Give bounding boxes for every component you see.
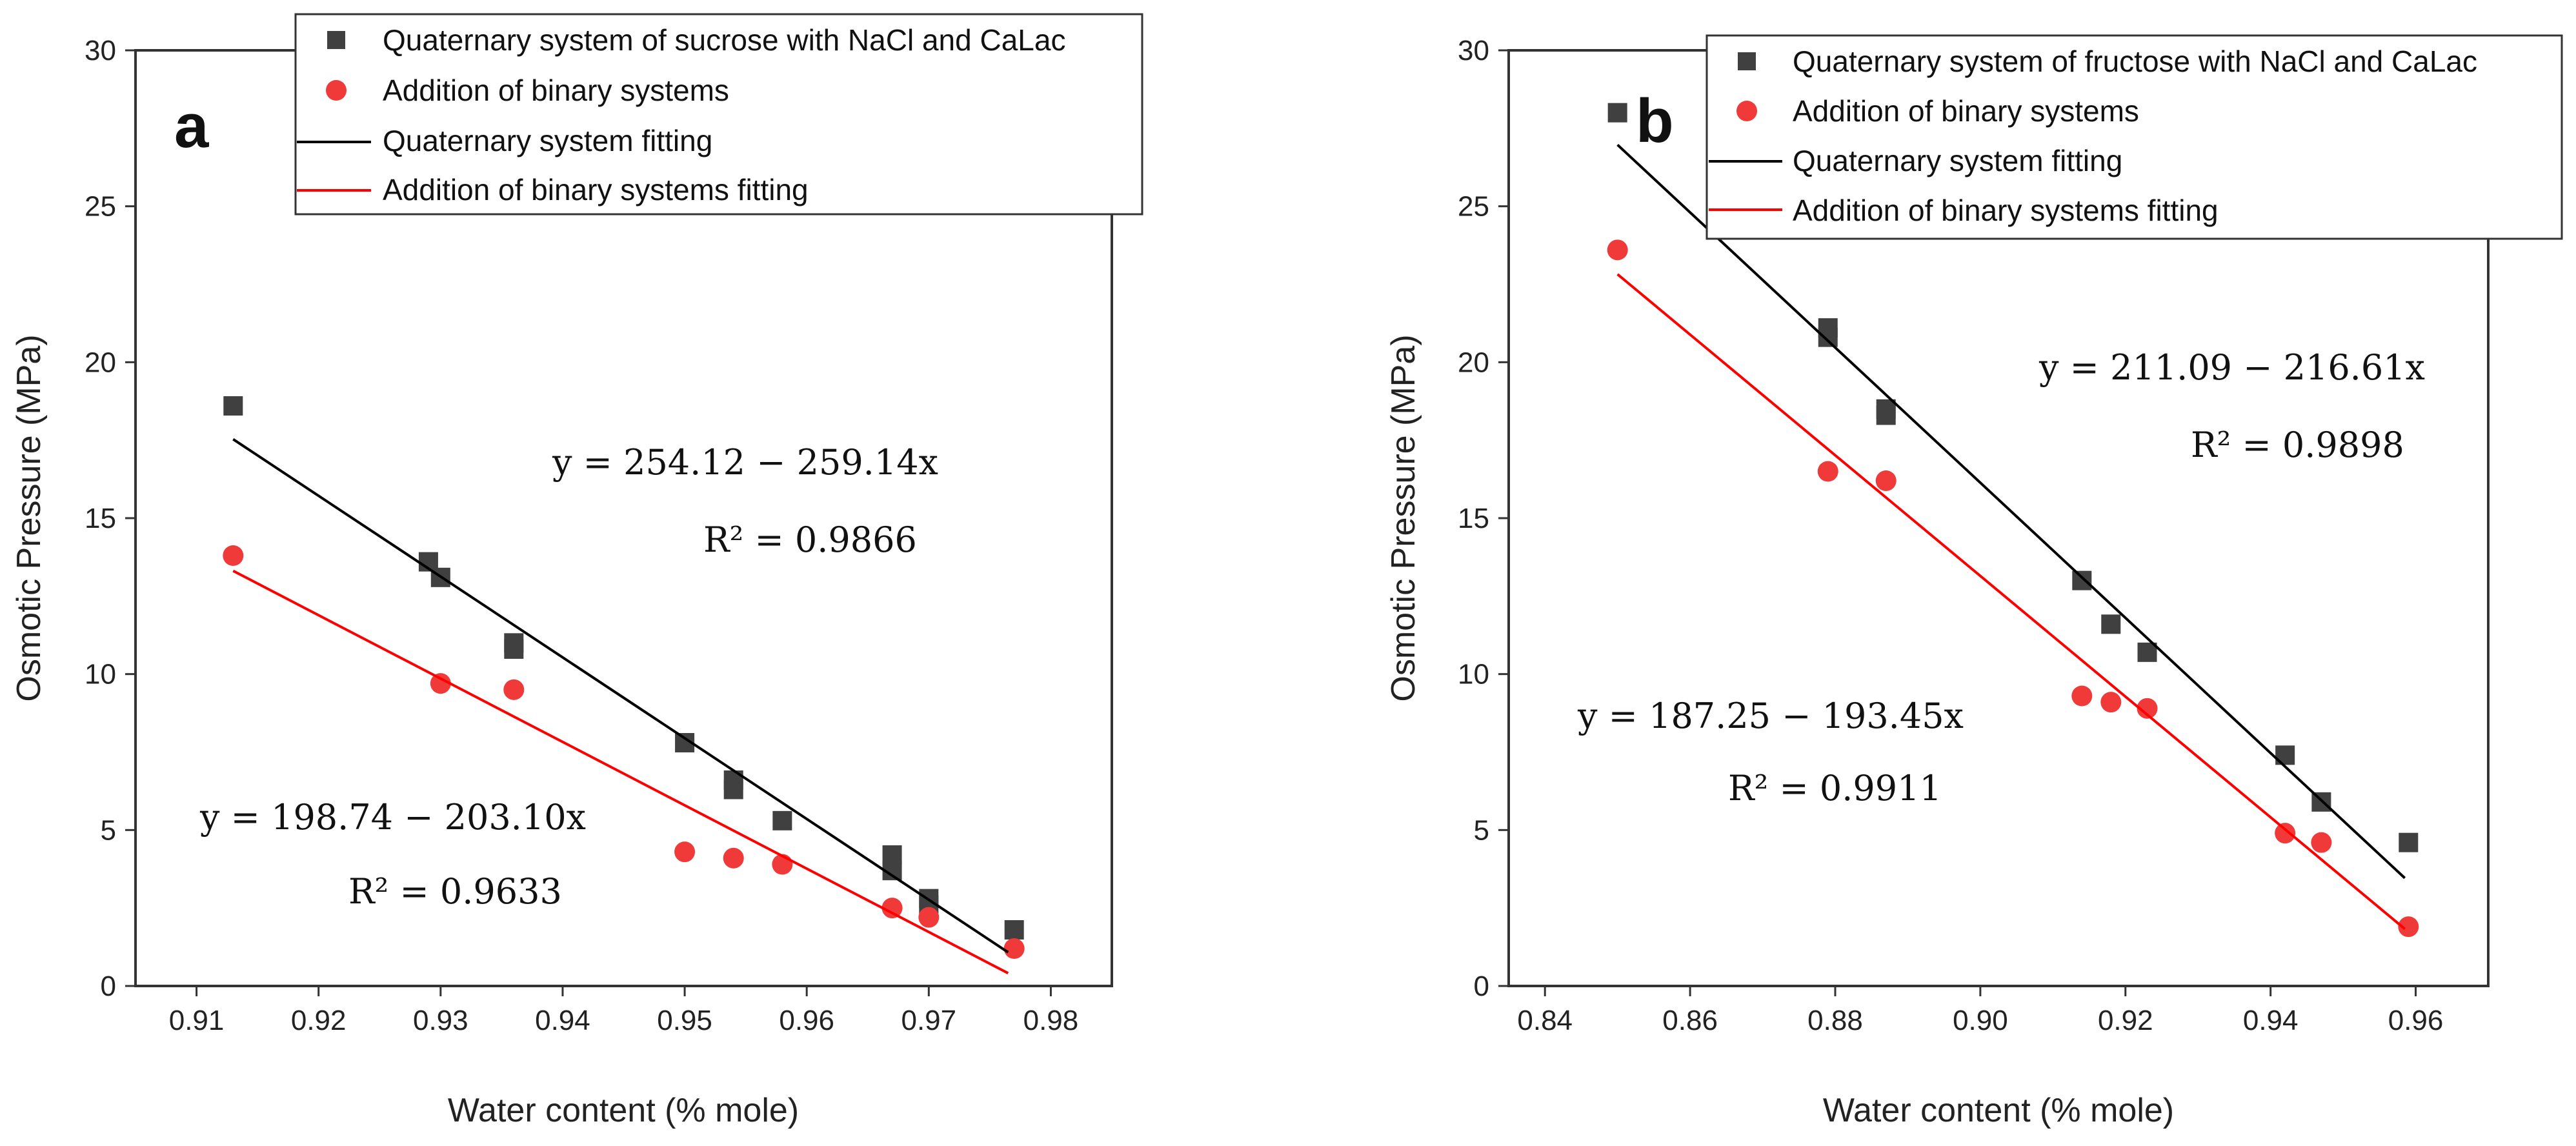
panel-letter-a: a bbox=[174, 92, 209, 161]
legend-marker-square-b bbox=[1738, 52, 1756, 70]
equation-quaternary-b: y = 211.09 − 216.61x bbox=[2038, 347, 2425, 388]
data-point-square bbox=[223, 396, 243, 416]
x-axis-label-a: Water content (% mole) bbox=[448, 1092, 799, 1129]
equation-quaternary-a: y = 254.12 − 259.14x bbox=[552, 442, 938, 483]
x-axis-label-b: Water content (% mole) bbox=[1823, 1092, 2174, 1129]
data-point-circle bbox=[1817, 461, 1838, 482]
data-point-circle bbox=[503, 679, 525, 700]
x-tick-label: 0.84 bbox=[1517, 1005, 1573, 1036]
x-tick-label: 0.96 bbox=[779, 1005, 834, 1036]
legend-b: Quaternary system of fructose with NaCl … bbox=[1706, 34, 2563, 240]
data-point-circle bbox=[223, 545, 244, 566]
x-tick-label: 0.96 bbox=[2388, 1005, 2444, 1036]
legend-box-a bbox=[294, 13, 1143, 216]
data-point-square bbox=[1876, 405, 1896, 425]
data-point-square bbox=[1004, 920, 1024, 940]
x-tick-label: 0.91 bbox=[169, 1005, 225, 1036]
legend-marker-circle-a bbox=[326, 80, 347, 101]
fit-line-3 bbox=[232, 569, 1009, 974]
y-tick-label: 25 bbox=[85, 191, 116, 223]
legend-label-b-1: Addition of binary systems bbox=[1793, 94, 2139, 128]
x-tick-label: 0.97 bbox=[901, 1005, 956, 1036]
data-point-square bbox=[2399, 832, 2419, 852]
data-point-circle bbox=[723, 847, 744, 869]
data-point-circle bbox=[1875, 470, 1897, 491]
legend-label-b-3: Addition of binary systems fitting bbox=[1793, 194, 2219, 227]
data-point-circle bbox=[2100, 692, 2122, 713]
chart-panel-a: 0.91 0.92 0.93 0.94 0.95 0.96 0.97 0.98 0 5 10 15 20… bbox=[10, 13, 1143, 1129]
x-tick-label: 0.94 bbox=[535, 1005, 590, 1036]
x-tick-label: 0.93 bbox=[413, 1005, 468, 1036]
y-tick-label: 5 bbox=[101, 814, 116, 846]
data-point-square bbox=[772, 810, 792, 830]
y-axis-label-a: Osmotic Pressure (MPa) bbox=[10, 334, 48, 701]
y-tick-label: 25 bbox=[1458, 191, 1489, 223]
x-tick-label: 0.92 bbox=[291, 1005, 347, 1036]
y-tick-label: 15 bbox=[1458, 503, 1489, 534]
plot-marks-b bbox=[1607, 103, 2419, 938]
legend-label-a-0: Quaternary system of sucrose with NaCl a… bbox=[383, 23, 1065, 57]
y-tick-label: 5 bbox=[1474, 814, 1489, 846]
y-tick-label: 30 bbox=[1458, 35, 1489, 66]
x-tick-label: 0.95 bbox=[657, 1005, 712, 1036]
data-point-square bbox=[504, 639, 524, 659]
data-point-circle bbox=[918, 907, 940, 928]
data-point-circle bbox=[2137, 698, 2158, 719]
x-tick-label: 0.88 bbox=[1807, 1005, 1863, 1036]
data-point-circle bbox=[430, 673, 451, 694]
legend-marker-circle-b bbox=[1736, 101, 1757, 121]
fit-line-2 bbox=[1616, 143, 2406, 880]
y-tick-label: 10 bbox=[1458, 659, 1489, 690]
data-point-circle bbox=[1003, 938, 1025, 959]
y-tick-label: 30 bbox=[85, 35, 116, 66]
x-tick-label: 0.98 bbox=[1023, 1005, 1079, 1036]
legend-label-b-0: Quaternary system of fructose with NaCl … bbox=[1793, 45, 2477, 78]
equation-binary-b: y = 187.25 − 193.45x bbox=[1577, 696, 1964, 736]
legend-label-a-1: Addition of binary systems bbox=[383, 74, 729, 107]
x-tick-label: 0.86 bbox=[1662, 1005, 1718, 1036]
data-point-circle bbox=[2311, 832, 2332, 853]
legend-a: Quaternary system of sucrose with NaCl a… bbox=[294, 13, 1143, 216]
data-point-circle bbox=[881, 898, 903, 919]
y-tick-label: 10 bbox=[85, 659, 116, 690]
legend-label-a-3: Addition of binary systems fitting bbox=[383, 173, 809, 206]
y-tick-label: 20 bbox=[1458, 347, 1489, 378]
axis-ticks-b: 0.84 0.86 0.88 0.90 0.92 0.94 0.96 0 5 10 15 20 25 30 bbox=[1458, 35, 2443, 1036]
data-point-square bbox=[1607, 103, 1627, 123]
data-point-circle bbox=[2398, 916, 2419, 938]
y-tick-label: 15 bbox=[85, 503, 116, 534]
r-squared-quaternary-a: R² = 0.9866 bbox=[703, 519, 917, 560]
data-point-circle bbox=[2071, 685, 2093, 707]
x-tick-label: 0.94 bbox=[2243, 1005, 2299, 1036]
legend-marker-square-a bbox=[327, 31, 345, 49]
data-point-circle bbox=[2275, 823, 2296, 844]
chart-panel-b: 0.84 0.86 0.88 0.90 0.92 0.94 0.96 0 5 10 15 20 25 30… bbox=[1385, 34, 2563, 1129]
axis-ticks-a: 0.91 0.92 0.93 0.94 0.95 0.96 0.97 0.98 0 5 10 15 20… bbox=[85, 35, 1078, 1036]
y-tick-label: 0 bbox=[101, 970, 116, 1002]
fit-line-3 bbox=[1616, 273, 2406, 930]
plot-marks-a bbox=[223, 396, 1025, 974]
x-tick-label: 0.90 bbox=[1953, 1005, 2008, 1036]
x-tick-label: 0.92 bbox=[2098, 1005, 2153, 1036]
data-point-circle bbox=[1607, 239, 1628, 261]
y-tick-label: 0 bbox=[1474, 970, 1489, 1002]
equation-binary-a: y = 198.74 − 203.10x bbox=[199, 797, 586, 838]
data-point-square bbox=[2101, 614, 2121, 634]
r-squared-binary-b: R² = 0.9911 bbox=[1728, 768, 1942, 809]
legend-label-b-2: Quaternary system fitting bbox=[1793, 144, 2122, 177]
fit-line-2 bbox=[232, 438, 1009, 954]
panel-letter-b: b bbox=[1636, 86, 1674, 156]
data-point-square bbox=[723, 770, 743, 790]
y-tick-label: 20 bbox=[85, 347, 116, 378]
data-point-circle bbox=[674, 841, 696, 863]
legend-box-b bbox=[1706, 34, 2563, 240]
data-point-square bbox=[2072, 570, 2092, 590]
r-squared-binary-a: R² = 0.9633 bbox=[348, 871, 562, 912]
y-axis-label-b: Osmotic Pressure (MPa) bbox=[1385, 334, 1422, 701]
r-squared-quaternary-b: R² = 0.9898 bbox=[2191, 425, 2404, 465]
legend-label-a-2: Quaternary system fitting bbox=[383, 124, 712, 157]
